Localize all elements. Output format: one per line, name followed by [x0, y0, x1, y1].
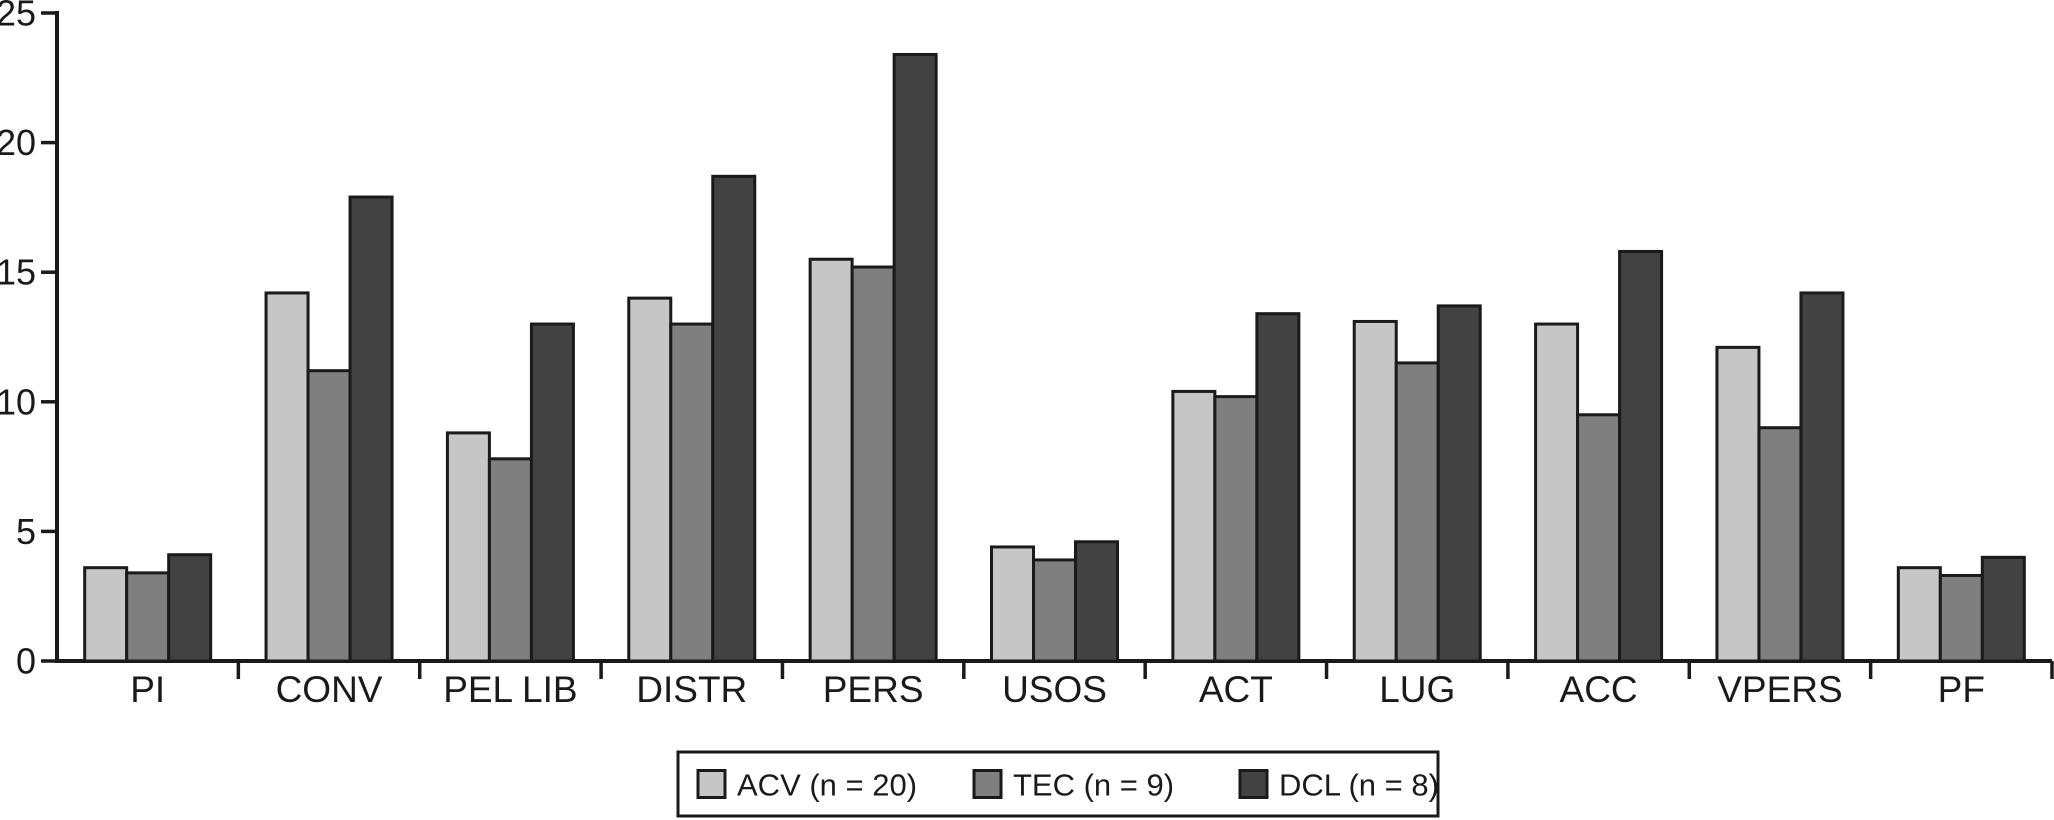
category-label: PF	[1938, 669, 1985, 710]
category-label: PEL LIB	[443, 669, 577, 710]
category-label: DISTR	[636, 669, 747, 710]
bar-acv-pers	[808, 257, 854, 663]
bar-tec-lug	[1394, 361, 1440, 663]
bar-acv-vpers	[1715, 345, 1761, 663]
category-label: ACC	[1560, 669, 1638, 710]
bar-acv-conv	[264, 291, 310, 663]
category-label: ACT	[1199, 669, 1273, 710]
bar-acv-usos	[990, 545, 1035, 663]
bar-acv-pel-lib	[445, 431, 491, 663]
bar-dcl-acc	[1618, 249, 1664, 663]
bar-tec-vpers	[1757, 426, 1803, 663]
legend-swatch-tec	[972, 769, 1003, 799]
bar-tec-pel-lib	[487, 457, 533, 663]
bar-dcl-conv	[348, 195, 394, 663]
bar-tec-pi	[125, 571, 171, 663]
bar-tec-usos	[1032, 558, 1077, 663]
y-tick-label: 25	[0, 0, 36, 34]
legend-label-tec: TEC (n = 9)	[1013, 768, 1174, 803]
legend-swatch-acv	[696, 769, 727, 799]
bar-tec-distr	[669, 322, 715, 663]
y-tick-label: 10	[0, 381, 36, 422]
bar-tec-acc	[1576, 413, 1622, 663]
bar-dcl-pel-lib	[529, 322, 575, 663]
category-label: PERS	[823, 669, 924, 710]
bar-dcl-vpers	[1799, 291, 1845, 663]
y-tick-label: 20	[0, 122, 36, 163]
category-label: LUG	[1379, 669, 1455, 710]
bar-tec-conv	[306, 369, 352, 663]
category-label: PI	[130, 669, 165, 710]
bar-acv-pi	[83, 566, 129, 663]
bar-dcl-distr	[711, 174, 757, 663]
y-tick-label: 5	[16, 511, 36, 552]
bar-acv-distr	[627, 296, 673, 663]
bar-dcl-usos	[1074, 540, 1119, 663]
legend-box	[676, 750, 1440, 818]
bar-tec-pf	[1938, 573, 1984, 663]
bar-acv-lug	[1352, 319, 1398, 663]
bar-dcl-lug	[1436, 304, 1482, 663]
bar-acv-act	[1171, 389, 1217, 663]
y-tick-label: 15	[0, 252, 36, 293]
bar-acv-acc	[1534, 322, 1580, 663]
y-tick-label: 0	[16, 641, 36, 682]
bar-tec-act	[1213, 395, 1259, 663]
category-label: USOS	[1002, 669, 1107, 710]
bar-dcl-act	[1255, 312, 1301, 663]
legend-swatch-dcl	[1238, 769, 1269, 799]
bar-dcl-pers	[892, 52, 938, 663]
bar-tec-pers	[850, 265, 896, 663]
bar-dcl-pi	[167, 553, 213, 663]
category-label: CONV	[276, 669, 383, 710]
bar-acv-pf	[1896, 566, 1942, 663]
legend-label-dcl: DCL (n = 8)	[1279, 768, 1439, 803]
category-label: VPERS	[1717, 669, 1842, 710]
bar-dcl-pf	[1980, 555, 2026, 663]
legend-label-acv: ACV (n = 20)	[737, 768, 917, 803]
